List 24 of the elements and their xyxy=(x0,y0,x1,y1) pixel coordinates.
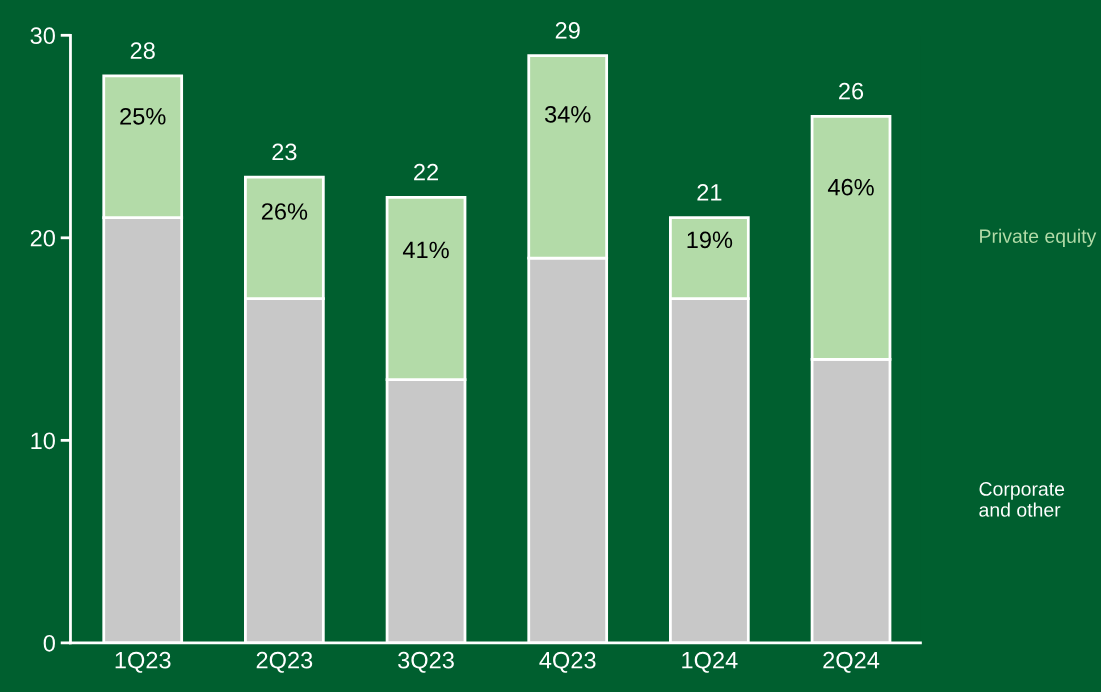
total-label: 26 xyxy=(839,82,864,100)
total-label: 29 xyxy=(555,22,580,39)
annotation: 19% xyxy=(687,231,733,249)
x-tick-label: 2Q24 xyxy=(823,651,880,673)
annotation: 34% xyxy=(544,105,591,123)
text: Private equity xyxy=(980,228,1097,247)
x-tick-label: 1Q23 xyxy=(115,651,171,673)
total-label: 21 xyxy=(697,184,722,201)
total-label: 23 xyxy=(272,143,297,161)
x-tick-label: 2Q23 xyxy=(256,651,313,673)
text: Corporate and other xyxy=(979,482,1065,517)
annotation: 41% xyxy=(402,241,449,259)
total-label: 28 xyxy=(130,42,155,59)
total-label: 22 xyxy=(414,163,438,181)
annotation: 26% xyxy=(261,203,308,220)
y-tick-label: 20 xyxy=(30,229,55,247)
x-tick-label: 4Q23 xyxy=(539,651,596,673)
y-tick-label: 30 xyxy=(30,27,55,45)
annotation: 46% xyxy=(827,178,874,196)
x-tick-label: 1Q24 xyxy=(682,651,738,673)
y-tick-label: 10 xyxy=(31,432,55,450)
y-tick-label: 0 xyxy=(43,634,55,652)
x-tick-label: 3Q23 xyxy=(398,651,454,673)
annotation: 25% xyxy=(120,107,166,125)
